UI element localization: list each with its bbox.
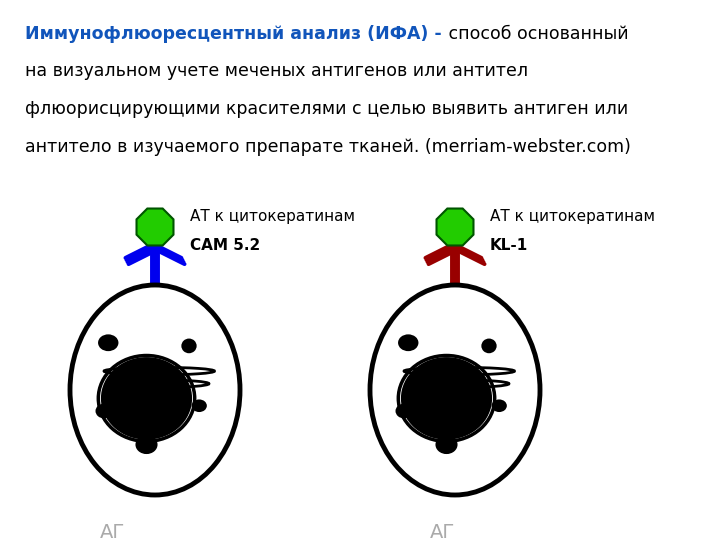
Ellipse shape — [181, 339, 197, 353]
Text: флюорисцирующими красителями с целью выявить антиген или: флюорисцирующими красителями с целью выя… — [25, 100, 629, 118]
Text: на визуальном учете меченых антигенов или антител: на визуальном учете меченых антигенов ил… — [25, 62, 528, 80]
Text: АТ к цитокератинам: АТ к цитокератинам — [190, 210, 355, 225]
Ellipse shape — [96, 404, 112, 418]
Polygon shape — [152, 247, 158, 285]
Ellipse shape — [482, 339, 497, 353]
Ellipse shape — [102, 359, 191, 438]
Polygon shape — [436, 208, 474, 246]
Polygon shape — [137, 208, 174, 246]
Ellipse shape — [395, 404, 413, 418]
Text: САМ 5.2: САМ 5.2 — [190, 238, 260, 253]
Ellipse shape — [492, 400, 507, 412]
Ellipse shape — [370, 285, 540, 495]
Text: KL-1: KL-1 — [490, 238, 528, 253]
Text: АГ: АГ — [430, 523, 455, 540]
Ellipse shape — [402, 359, 491, 438]
Ellipse shape — [192, 400, 207, 412]
Polygon shape — [452, 247, 458, 285]
Ellipse shape — [98, 334, 119, 351]
Ellipse shape — [436, 435, 457, 454]
Ellipse shape — [70, 285, 240, 495]
Text: Иммунофлюоресцентный анализ (ИФА) -: Иммунофлюоресцентный анализ (ИФА) - — [25, 25, 442, 43]
Text: АГ: АГ — [100, 523, 125, 540]
Ellipse shape — [135, 435, 158, 454]
Text: способ основанный: способ основанный — [443, 25, 629, 43]
Text: АТ к цитокератинам: АТ к цитокератинам — [490, 210, 655, 225]
Text: антитело в изучаемого препарате тканей. (merriam-webster.com): антитело в изучаемого препарате тканей. … — [25, 138, 631, 156]
Ellipse shape — [398, 334, 418, 351]
